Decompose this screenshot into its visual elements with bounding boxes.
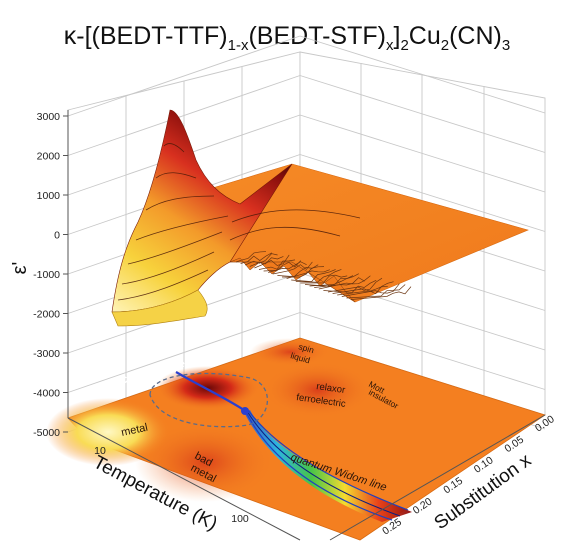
x-axis-ticks: 10 100	[94, 445, 249, 525]
z-tick-label: 3000	[37, 111, 61, 123]
noise-line	[332, 286, 388, 294]
z-axis-label: ε'	[9, 262, 31, 275]
floor-spin-liquid-hot	[250, 338, 330, 366]
permittivity-surface	[111, 109, 529, 327]
noise-line	[337, 281, 394, 296]
label-relaxor-line1: relaxor	[316, 381, 346, 396]
title-subscript: 2	[400, 37, 408, 54]
z-tick-label: -3000	[33, 348, 60, 360]
z-tick-label: -2000	[33, 309, 60, 321]
noise-line	[291, 269, 336, 283]
noise-line	[240, 252, 272, 264]
noise-line	[272, 261, 313, 275]
contour-line	[145, 195, 215, 211]
noise-line	[281, 266, 325, 278]
contour-line	[229, 226, 341, 241]
noise-line	[295, 269, 342, 283]
label-spin-liquid-line1: spin	[297, 341, 315, 355]
noise-line	[350, 286, 412, 300]
noise-line	[286, 269, 330, 279]
title-subscript: x	[386, 37, 394, 54]
z-tick-label: 0	[54, 230, 60, 242]
title-part: ]	[393, 22, 400, 50]
title-part: Cu	[409, 22, 441, 50]
noise-line	[254, 254, 290, 269]
contour-line	[155, 172, 197, 179]
chart-title: κ-[(BEDT-TTF)1-x(BEDT-STF)x]2Cu2(CN)3	[64, 22, 510, 54]
title-subscript: 3	[502, 37, 510, 54]
widom-line-lower	[247, 409, 409, 511]
z-tick-label: -5000	[33, 427, 60, 439]
z-tick-label: 2000	[37, 151, 61, 163]
noise-line	[300, 274, 348, 284]
x-axis-line	[67, 417, 301, 541]
title-subscript: 1-x	[228, 37, 249, 54]
noise-line	[249, 256, 284, 267]
z-grid-line	[299, 154, 546, 232]
widom-line-mid	[246, 410, 401, 517]
z-tick-label: 1000	[37, 190, 61, 202]
surface-noise-lines	[235, 251, 412, 300]
coexistence-boundary	[149, 372, 269, 428]
contour-line	[117, 269, 209, 301]
z-grid-line	[299, 75, 546, 153]
floor-coexistence-hot	[156, 366, 260, 410]
noise-line	[258, 259, 296, 270]
z-grid-line	[299, 312, 546, 390]
z-grid-line	[67, 35, 301, 117]
z-axis-ticks: 3000 2000 1000 0 -1000 -2000 -3000 -4000 -5000	[33, 111, 68, 439]
noise-line	[268, 261, 307, 273]
critical-point	[241, 407, 249, 415]
noise-line	[245, 253, 278, 266]
contour-lines	[117, 143, 361, 301]
floor-bad-metal-region	[135, 422, 275, 502]
surface-low-skirt	[111, 289, 208, 327]
x-tick-label: 100	[231, 513, 249, 525]
contour-line	[163, 143, 185, 153]
label-metal: metal	[120, 422, 149, 439]
floor-relaxor-hot	[263, 362, 373, 418]
title-part: (CN)	[449, 22, 502, 50]
z-tick-label: -1000	[33, 269, 60, 281]
widom-line-upper	[245, 411, 393, 521]
noise-line	[346, 284, 406, 299]
noise-line	[323, 279, 377, 293]
contour-line	[135, 215, 229, 241]
contour-line	[121, 251, 215, 285]
noise-line	[309, 273, 359, 287]
noise-line	[235, 251, 267, 263]
axis-edges	[67, 110, 546, 541]
title-part: (BEDT-STF)	[248, 22, 386, 50]
z-tick-label: -4000	[33, 388, 60, 400]
title-subscript: 2	[441, 37, 449, 54]
y-axis-line	[329, 414, 546, 541]
title-part: κ-[(BEDT-TTF)	[64, 22, 228, 50]
contour-line	[231, 209, 361, 223]
widom-band	[244, 410, 412, 522]
x-tick-label: 10	[94, 445, 106, 457]
noise-line	[318, 275, 371, 290]
z-grid-line	[299, 35, 546, 114]
contour-line	[127, 231, 223, 265]
first-order-line	[175, 371, 245, 411]
z-grid-line	[299, 114, 546, 193]
